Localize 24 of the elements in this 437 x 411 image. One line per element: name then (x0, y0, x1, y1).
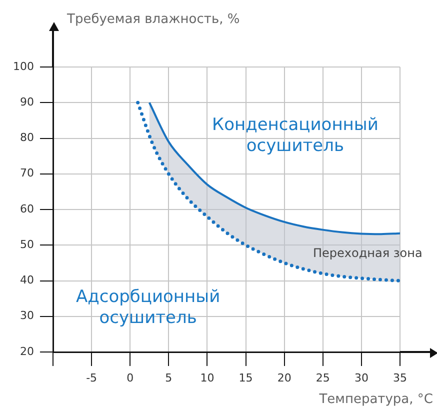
x-tick-label: 30 (354, 371, 368, 384)
x-tick-label: 0 (126, 371, 134, 384)
y-tick-label: 80 (20, 131, 34, 144)
x-tick-label: 35 (393, 371, 407, 384)
annotation: Переходная зона (313, 246, 422, 261)
y-tick-label: 30 (20, 309, 34, 322)
y-tick-label: 40 (20, 274, 34, 287)
x-tick-label: 20 (277, 371, 292, 384)
y-tick-label: 50 (20, 238, 34, 251)
line-series (148, 102, 400, 236)
x-tick-label: 5 (165, 371, 172, 384)
y-tick-label: 60 (20, 202, 34, 216)
x-axis-title: Температура, °C (319, 392, 433, 407)
x-tick-label: 10 (200, 371, 214, 384)
annotation: Адсорбционный осушитель (76, 287, 220, 330)
annotation: Конденсационный осушитель (212, 115, 378, 158)
y-axis-title: Требуемая влажность, % (67, 12, 240, 27)
y-tick-label: 100 (13, 60, 34, 73)
x-tick-label: -5 (86, 371, 98, 384)
y-tick-label: 70 (20, 166, 34, 180)
x-tick-label: 25 (316, 371, 330, 384)
y-tick-label: 20 (20, 344, 34, 358)
y-tick-label: 90 (20, 95, 34, 108)
x-tick-label: 15 (238, 371, 253, 384)
